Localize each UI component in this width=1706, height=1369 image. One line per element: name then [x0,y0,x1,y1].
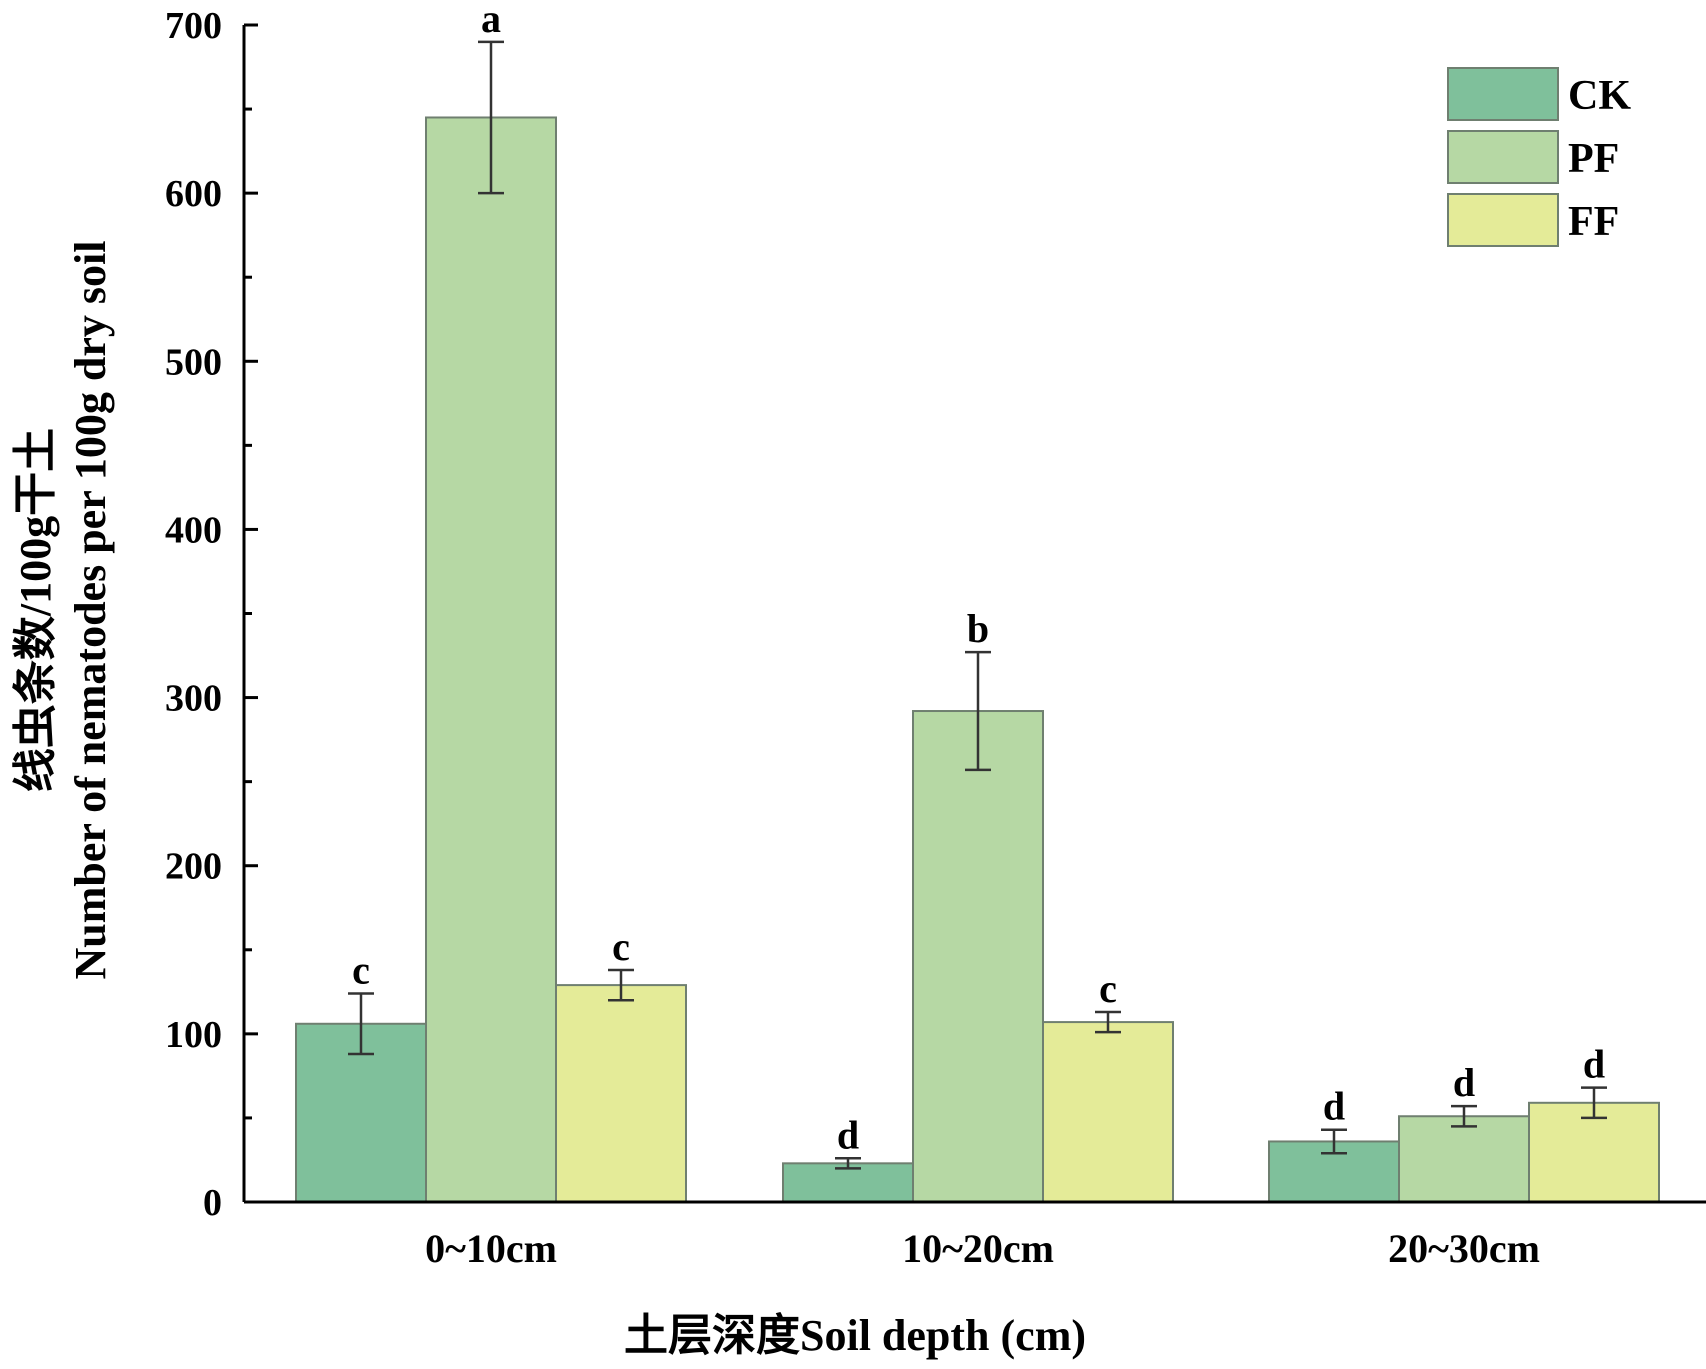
y-tick-label: 700 [165,5,222,47]
bar-pf [912,710,1044,1203]
significance-label: b [967,606,989,651]
x-category-label: 0~10cm [425,1226,557,1271]
legend: CK PF FF [1447,67,1631,247]
significance-label: d [1453,1060,1475,1105]
significance-label: c [352,948,370,993]
significance-label: c [612,924,630,969]
y-tick-label: 200 [165,846,222,888]
legend-label-pf: PF [1568,136,1619,182]
bar-ff [555,984,687,1203]
y-tick-label: 0 [203,1182,222,1224]
significance-label: a [481,0,501,41]
legend-swatch-pf [1447,130,1559,184]
y-tick-label: 100 [165,1014,222,1056]
significance-label: d [1583,1042,1605,1087]
significance-labels-layer: c a c d b c d d d [352,0,1605,1157]
bar-pf [1398,1115,1530,1204]
bars-layer [295,116,1660,1204]
significance-label: d [837,1112,859,1157]
legend-swatch-ck [1447,67,1559,121]
legend-label-ff: FF [1568,199,1619,245]
significance-label: d [1323,1084,1345,1129]
y-tick-label: 500 [165,341,222,383]
y-tick-label: 300 [165,678,222,720]
x-category-label: 10~20cm [902,1226,1054,1271]
legend-label-ck: CK [1568,73,1631,119]
y-ticks-layer: 0 100 200 300 400 500 600 700 [165,5,258,1224]
significance-label: c [1099,966,1117,1011]
y-axis-title-en-group: Number of nematodes per 100g dry soil [66,240,115,979]
y-axis-title-group: 线虫条数/100g干土 [11,428,60,792]
bar-ff [1042,1021,1174,1204]
legend-swatch-ff [1447,193,1559,247]
x-axis-title: 土层深度Soil depth (cm) [624,1311,1086,1360]
error-bars-layer [348,40,1607,1170]
x-category-label: 20~30cm [1388,1226,1540,1271]
y-tick-label: 600 [165,173,222,215]
bar-pf [425,116,557,1204]
y-tick-label: 400 [165,509,222,551]
y-axis-title-en: Number of nematodes per 100g dry soil [66,240,115,979]
y-axis-title-cn: 线虫条数/100g干土 [11,428,60,792]
x-categories-layer: 0~10cm 10~20cm 20~30cm [425,1226,1540,1271]
